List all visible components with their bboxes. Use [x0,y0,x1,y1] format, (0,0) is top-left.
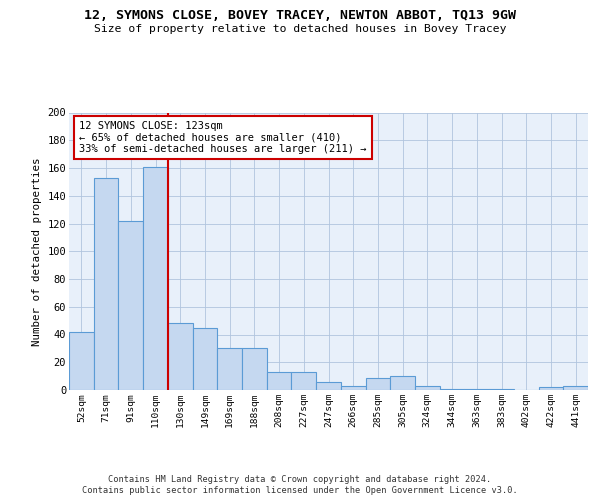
Text: 12 SYMONS CLOSE: 123sqm
← 65% of detached houses are smaller (410)
33% of semi-d: 12 SYMONS CLOSE: 123sqm ← 65% of detache… [79,121,367,154]
Bar [242,348,267,390]
Text: 12, SYMONS CLOSE, BOVEY TRACEY, NEWTON ABBOT, TQ13 9GW: 12, SYMONS CLOSE, BOVEY TRACEY, NEWTON A… [84,9,516,22]
Bar [489,388,514,390]
Bar [217,348,242,390]
Bar [292,372,316,390]
Bar [563,386,588,390]
Bar [118,220,143,390]
Bar [193,328,217,390]
Bar [341,386,365,390]
Text: Contains HM Land Registry data © Crown copyright and database right 2024.: Contains HM Land Registry data © Crown c… [109,475,491,484]
Bar [94,178,118,390]
Bar [464,388,489,390]
Bar [143,166,168,390]
Y-axis label: Number of detached properties: Number of detached properties [32,157,42,346]
Bar [440,388,464,390]
Bar [316,382,341,390]
Bar [415,386,440,390]
Text: Contains public sector information licensed under the Open Government Licence v3: Contains public sector information licen… [82,486,518,495]
Bar [539,387,563,390]
Text: Size of property relative to detached houses in Bovey Tracey: Size of property relative to detached ho… [94,24,506,34]
Bar [69,332,94,390]
Bar [365,378,390,390]
Bar [390,376,415,390]
Bar [267,372,292,390]
Bar [168,324,193,390]
